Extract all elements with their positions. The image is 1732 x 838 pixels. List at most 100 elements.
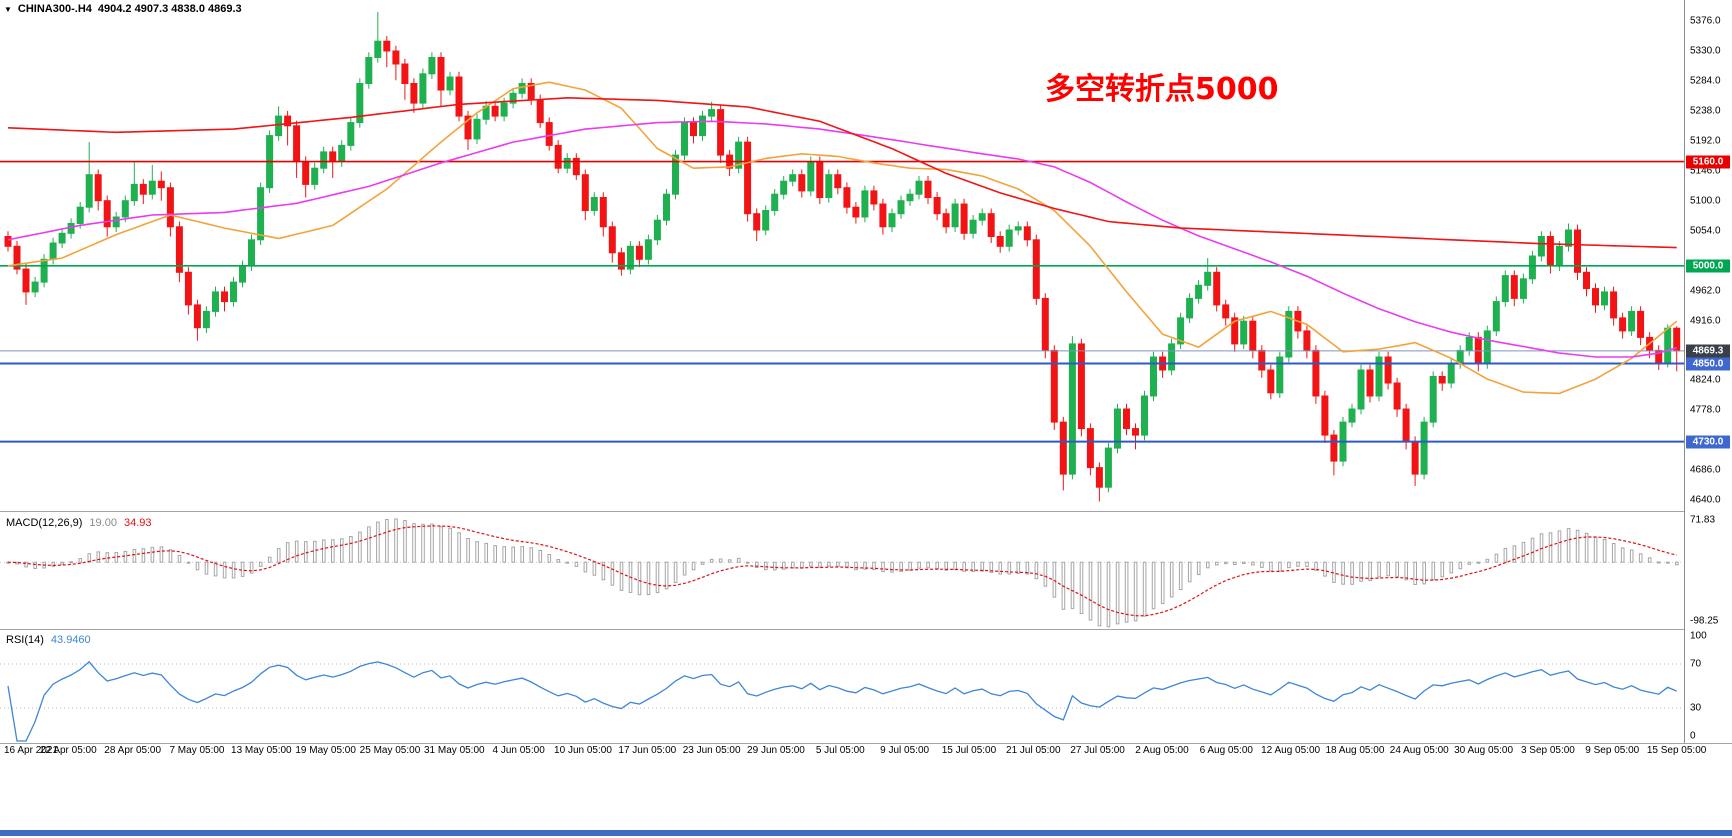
candle — [581, 169, 589, 221]
macd-main-value: 19.00 — [89, 517, 117, 529]
candle — [356, 78, 364, 128]
candle — [1411, 436, 1419, 486]
time-label: 22 Apr 05:00 — [39, 745, 97, 756]
candle — [1592, 283, 1599, 313]
candle — [49, 237, 57, 265]
candle — [239, 260, 246, 288]
candle — [446, 71, 454, 96]
candle — [545, 117, 553, 151]
candle — [626, 241, 634, 275]
main-price-panel[interactable] — [0, 11, 1684, 502]
candle — [1095, 462, 1103, 502]
candle — [1032, 234, 1040, 305]
candle — [834, 169, 842, 195]
candle — [590, 192, 598, 216]
symbol-dropdown-icon: ▼ — [4, 4, 12, 14]
candle — [1114, 403, 1121, 454]
time-axis[interactable]: 16 Apr 2021 22 Apr 05:00 28 Apr 05:00 7 May… — [0, 744, 1732, 760]
candle — [897, 195, 905, 219]
candle — [1628, 306, 1636, 337]
panel-divider — [0, 743, 1732, 744]
candle — [1565, 223, 1572, 252]
candle — [1285, 306, 1293, 363]
candle — [1429, 371, 1437, 428]
candle — [1637, 306, 1645, 346]
macd-panel[interactable] — [0, 518, 1684, 628]
candle — [1357, 364, 1365, 415]
price-tick: 5330.0 — [1690, 45, 1721, 57]
candle — [293, 120, 301, 178]
price-tick: 4778.0 — [1690, 404, 1721, 416]
candle — [1546, 231, 1554, 274]
candle — [4, 231, 12, 252]
candle — [1574, 224, 1581, 281]
candle — [1330, 429, 1338, 476]
candle — [410, 78, 418, 113]
candle — [960, 198, 968, 240]
candle — [1610, 286, 1618, 326]
candle — [1222, 299, 1230, 326]
candle — [753, 208, 761, 242]
candle — [1123, 403, 1130, 436]
price-axis[interactable]: 5376.0 5330.0 5284.0 5238.0 5192.0 5146.0 5100… — [1684, 0, 1732, 743]
candle — [942, 208, 950, 234]
candle — [1267, 364, 1275, 400]
price-tick: 4962.0 — [1690, 285, 1721, 297]
candle — [1438, 371, 1446, 391]
candle — [1014, 221, 1022, 236]
rsi-axis-30: 30 — [1690, 702, 1702, 714]
candle — [726, 149, 734, 176]
candle — [1249, 315, 1257, 359]
candle — [85, 142, 93, 213]
candle — [969, 215, 977, 239]
rsi-axis-100: 100 — [1690, 630, 1707, 642]
candle — [491, 101, 499, 122]
price-tick: 5054.0 — [1690, 225, 1721, 237]
candle — [1231, 312, 1239, 352]
candle — [789, 169, 797, 187]
time-label: 4 Jun 05:00 — [492, 745, 545, 756]
candle — [392, 45, 400, 81]
candle — [644, 234, 652, 265]
rsi-label: RSI(14) 43.9460 — [6, 634, 91, 646]
candle — [717, 104, 725, 163]
candle — [744, 136, 752, 222]
price-tick: 4640.0 — [1690, 494, 1721, 506]
candle — [617, 247, 625, 276]
macd-label: MACD(12,26,9) 19.00 34.93 — [6, 517, 151, 529]
chart-annotation-text[interactable]: 多空转折点5000 — [1045, 72, 1279, 107]
symbol-ohlc-quote: 4904.2 4907.3 4838.0 4869.3 — [97, 3, 242, 15]
candle — [1258, 345, 1266, 378]
candle — [365, 52, 373, 89]
candle — [1077, 338, 1085, 437]
candle — [554, 140, 562, 174]
candle — [1583, 267, 1590, 297]
candle — [861, 185, 869, 223]
price-tick: 5146.0 — [1690, 165, 1721, 177]
time-label: 9 Sep 05:00 — [1585, 745, 1640, 756]
candle — [888, 208, 896, 232]
macd-name: MACD(12,26,9) — [6, 517, 83, 529]
ma-line-fast-orange — [7, 81, 1678, 395]
rsi-panel[interactable] — [0, 660, 1684, 742]
candle — [1168, 338, 1176, 376]
candle — [455, 71, 463, 122]
candle — [1537, 231, 1545, 262]
candle — [1348, 403, 1356, 428]
time-label: 2 Aug 05:00 — [1135, 745, 1189, 756]
rsi-value: 43.9460 — [50, 634, 91, 646]
candle — [1375, 351, 1383, 402]
time-label: 15 Sep 05:00 — [1646, 745, 1707, 756]
candle — [563, 153, 571, 174]
rsi-name: RSI(14) — [6, 634, 44, 646]
candle — [76, 202, 84, 229]
candle — [1483, 325, 1491, 369]
candle — [798, 169, 806, 198]
candle — [780, 176, 788, 200]
candle — [22, 263, 30, 305]
candle — [924, 176, 932, 204]
candle — [572, 153, 580, 180]
candle — [1528, 250, 1536, 284]
candle — [1041, 293, 1049, 359]
